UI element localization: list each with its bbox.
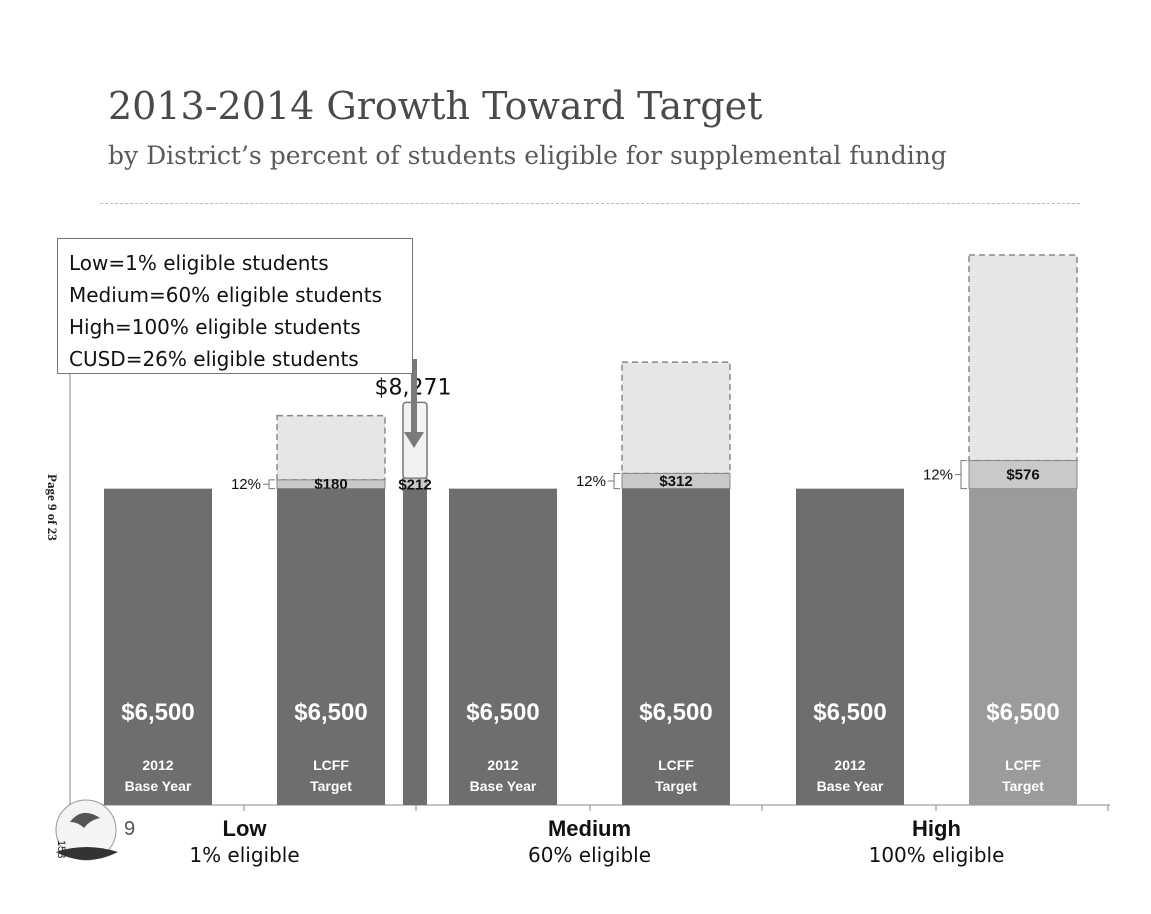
legend-line-cusd: CUSD=26% eligible students — [69, 347, 359, 371]
high-target-gap — [968, 254, 1078, 462]
medium-base-label-line2: Base Year — [470, 778, 537, 794]
high-target-value: $6,500 — [986, 699, 1059, 726]
medium-pct-label: 12% — [576, 473, 606, 490]
low-group-description: 1% eligible — [189, 843, 299, 867]
low-target-value: $6,500 — [294, 699, 367, 726]
low-increment-segment — [276, 479, 386, 490]
legend-line-medium: Medium=60% eligible students — [69, 283, 382, 307]
low-target-gap — [276, 414, 386, 481]
high-base-value: $6,500 — [813, 699, 886, 726]
medium-base-label-line1: 2012 — [487, 757, 518, 773]
low-target-label-line2: Target — [310, 778, 352, 794]
medium-group-name: Medium — [548, 816, 631, 841]
page-title: 2013-2014 Growth Toward Target — [108, 84, 763, 128]
high-pct-label: 12% — [923, 467, 953, 484]
low-target-label-line1: LCFF — [313, 757, 349, 773]
legend-line-high: High=100% eligible students — [69, 315, 361, 339]
low-base-label-line2: Base Year — [125, 778, 192, 794]
medium-base-bar — [449, 488, 557, 805]
high-target-label-line1: LCFF — [1005, 757, 1041, 773]
title-divider — [100, 203, 1080, 204]
medium-target-bar — [622, 488, 730, 805]
page-number-label: Page 9 of 23 — [45, 474, 60, 541]
medium-base-value: $6,500 — [466, 699, 539, 726]
district-logo-icon — [55, 799, 118, 861]
medium-increment-label: $312 — [659, 473, 692, 490]
medium-group-description: 60% eligible — [528, 843, 651, 867]
medium-target-label-line1: LCFF — [658, 757, 694, 773]
cusd-increment-segment — [402, 477, 428, 490]
high-pct-brace — [955, 460, 967, 490]
high-group-description: 100% eligible — [869, 843, 1005, 867]
high-increment-segment — [968, 460, 1078, 490]
medium-target-value: $6,500 — [639, 699, 712, 726]
cusd-base-bar — [403, 488, 427, 805]
medium-target-label-line2: Target — [655, 778, 697, 794]
low-target-bar — [277, 488, 385, 805]
page-subtitle: by District’s percent of students eligib… — [108, 141, 947, 170]
low-base-label-line1: 2012 — [142, 757, 173, 773]
medium-pct-brace — [608, 472, 620, 490]
low-base-value: $6,500 — [121, 699, 194, 726]
medium-target-gap — [621, 361, 731, 475]
cusd-callout-arrowhead — [404, 432, 424, 448]
cusd-increment-label: $212 — [398, 476, 431, 493]
side-page-number: 153 — [55, 840, 67, 859]
low-pct-brace — [263, 479, 275, 490]
legend-line-low: Low=1% eligible students — [69, 251, 329, 275]
low-pct-label: 12% — [231, 476, 261, 493]
high-base-label-line1: 2012 — [834, 757, 865, 773]
low-base-bar — [104, 488, 212, 805]
high-base-label-line2: Base Year — [817, 778, 884, 794]
high-group-name: High — [912, 816, 961, 841]
high-base-bar — [796, 488, 904, 805]
high-target-label-line2: Target — [1002, 778, 1044, 794]
low-group-name: Low — [223, 816, 268, 841]
slide-number: 9 — [124, 818, 136, 840]
high-increment-label: $576 — [1006, 467, 1039, 484]
eligibility-legend: Low=1% eligible students Medium=60% elig… — [57, 238, 413, 374]
high-target-bar — [969, 488, 1077, 805]
